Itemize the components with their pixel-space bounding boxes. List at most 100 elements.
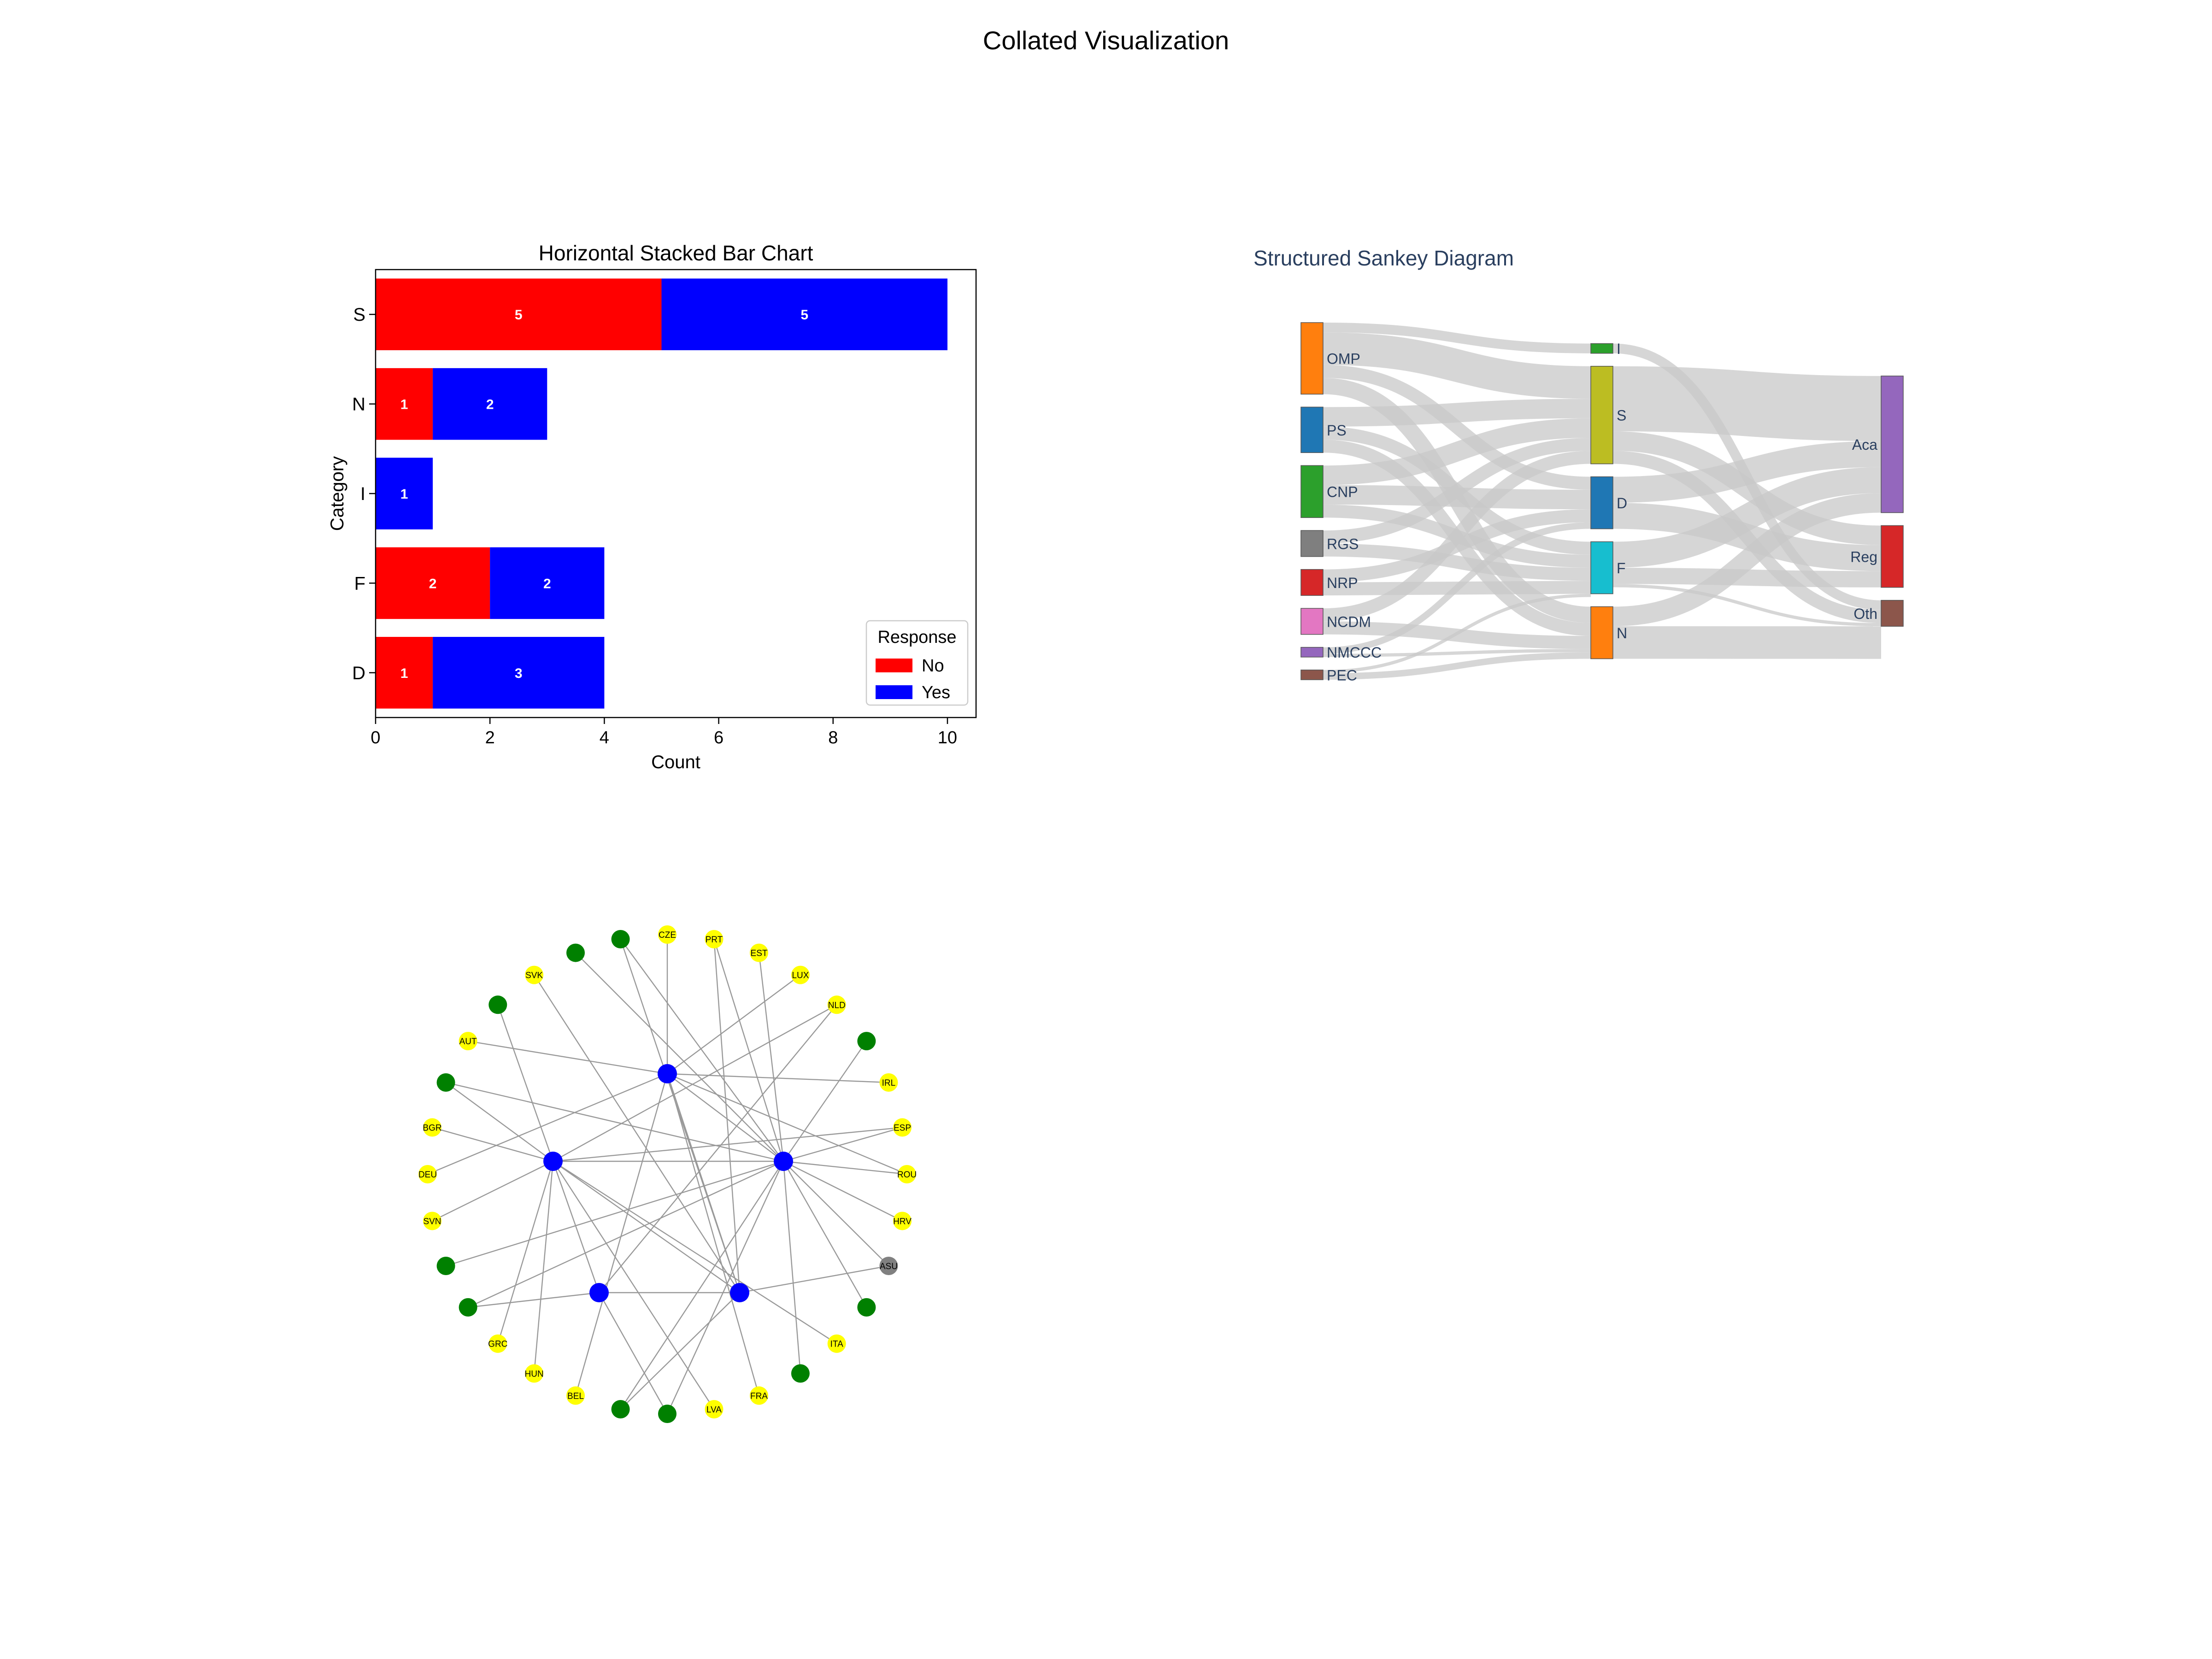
bar-data-label: 5	[515, 307, 523, 323]
sankey-node-ps	[1300, 406, 1324, 453]
sankey-node-pec	[1300, 670, 1324, 680]
x-axis-label: Count	[651, 752, 700, 772]
sankey-node-nmccc	[1300, 647, 1324, 658]
x-tick-label: 2	[485, 728, 495, 747]
sankey-link-PEC-F	[1323, 594, 1591, 673]
network-node	[658, 1405, 677, 1423]
sankey-node-s	[1590, 365, 1613, 465]
network-node	[879, 1256, 898, 1275]
network-node	[423, 1118, 441, 1137]
sankey-node-label: OMP	[1327, 351, 1360, 367]
network-hub-node	[774, 1152, 793, 1171]
sankey-node-label: D	[1617, 495, 1627, 512]
sankey-node-cnp	[1300, 465, 1324, 518]
network-edge	[667, 974, 801, 1074]
network-edge	[783, 1161, 889, 1266]
network-edge	[667, 1073, 889, 1083]
sankey-link-PS-S	[1323, 399, 1591, 427]
sankey-node-oth	[1881, 600, 1904, 627]
sankey-node-label: Aca	[1852, 436, 1877, 453]
sankey-node-n	[1590, 606, 1613, 659]
sankey-node-label: NCDM	[1327, 613, 1371, 630]
sankey-node-label: Reg	[1850, 549, 1877, 565]
network-node	[658, 925, 677, 944]
network-edge	[667, 1073, 907, 1175]
network-node	[525, 965, 544, 984]
x-tick-label: 0	[371, 728, 380, 747]
sankey-link-F-Aca	[1612, 467, 1882, 568]
network-node	[566, 943, 585, 962]
network-node-label: HRV	[893, 1217, 912, 1226]
network-node	[857, 1032, 876, 1051]
network-node-label: PRT	[706, 935, 723, 945]
legend-label: No	[922, 656, 944, 676]
sankey-link-NMCCC-N	[1323, 649, 1591, 657]
sankey-link-D-Reg	[1612, 503, 1882, 571]
x-tick-label: 6	[714, 728, 724, 747]
network-node-label: LVA	[706, 1405, 722, 1415]
sankey-links	[1323, 322, 1882, 680]
network-edge	[620, 1292, 740, 1410]
sankey-node-label: NRP	[1327, 575, 1358, 591]
network-hub-node	[589, 1283, 609, 1302]
sankey-node-label: RGS	[1327, 535, 1359, 552]
network-edge	[553, 1161, 740, 1293]
network-edge	[739, 1265, 889, 1294]
sankey-node-label: NMCCC	[1327, 644, 1382, 661]
network-node	[879, 1073, 898, 1092]
x-tick-label: 8	[828, 728, 838, 747]
bar-data-label: 2	[429, 576, 437, 591]
network-node-label: HUN	[525, 1369, 544, 1379]
network-node	[488, 1334, 507, 1353]
network-edge	[758, 953, 784, 1162]
y-tick-label: I	[360, 484, 365, 504]
network-edge	[782, 1161, 867, 1308]
y-tick-label: D	[352, 663, 365, 683]
network-edge	[783, 1160, 907, 1175]
network-node	[488, 995, 507, 1014]
network-node-label: ITA	[830, 1340, 843, 1349]
network-edge	[666, 1073, 741, 1293]
network-edge	[553, 1127, 903, 1162]
bar-data-label: 1	[400, 487, 408, 502]
network-node-label: GRC	[488, 1340, 507, 1349]
network-node	[893, 1212, 912, 1230]
sankey-link-S-Aca	[1612, 366, 1882, 441]
bar-segment-D-no	[376, 637, 433, 709]
network-node-label: EST	[751, 949, 768, 959]
network-edge	[446, 1160, 784, 1267]
network-edge	[713, 939, 741, 1293]
sankey-link-OMP-D	[1323, 365, 1591, 490]
bar-data-label: 3	[515, 666, 523, 681]
page-title: Collated Visualization	[982, 26, 1230, 55]
sankey-link-N-Aca	[1612, 493, 1882, 626]
network-node	[459, 1032, 477, 1051]
sankey-node-label: CNP	[1327, 484, 1358, 500]
network-edge	[446, 1082, 784, 1162]
sankey-link-F-Reg	[1612, 568, 1882, 588]
network-node	[705, 930, 724, 948]
network-edge	[445, 1082, 553, 1162]
sankey-node-label: F	[1617, 560, 1626, 577]
sankey-node-label: N	[1617, 625, 1627, 641]
network-node	[857, 1298, 876, 1317]
network-node-label: CZE	[659, 930, 676, 940]
network-edge	[667, 1073, 784, 1162]
network-node	[459, 1298, 477, 1317]
bar-chart-title: Horizontal Stacked Bar Chart	[539, 241, 813, 265]
sankey-node-label: I	[1617, 341, 1621, 357]
sankey-node-label: PEC	[1327, 667, 1357, 683]
x-tick-label: 4	[600, 728, 609, 747]
sankey-node-label: Oth	[1853, 606, 1877, 622]
y-tick-label: N	[352, 394, 365, 415]
network-node-label: AUT	[459, 1037, 477, 1047]
y-axis-label: Category	[327, 456, 347, 531]
sankey-node-reg	[1881, 525, 1904, 588]
network-node-label: LUX	[792, 971, 809, 981]
network-edge	[783, 1127, 903, 1162]
sankey-node-nrp	[1300, 569, 1324, 596]
network-node	[705, 1400, 724, 1419]
sankey-node-aca	[1881, 376, 1904, 513]
network-edge	[599, 1004, 837, 1293]
network-node-label: FRA	[750, 1391, 768, 1401]
